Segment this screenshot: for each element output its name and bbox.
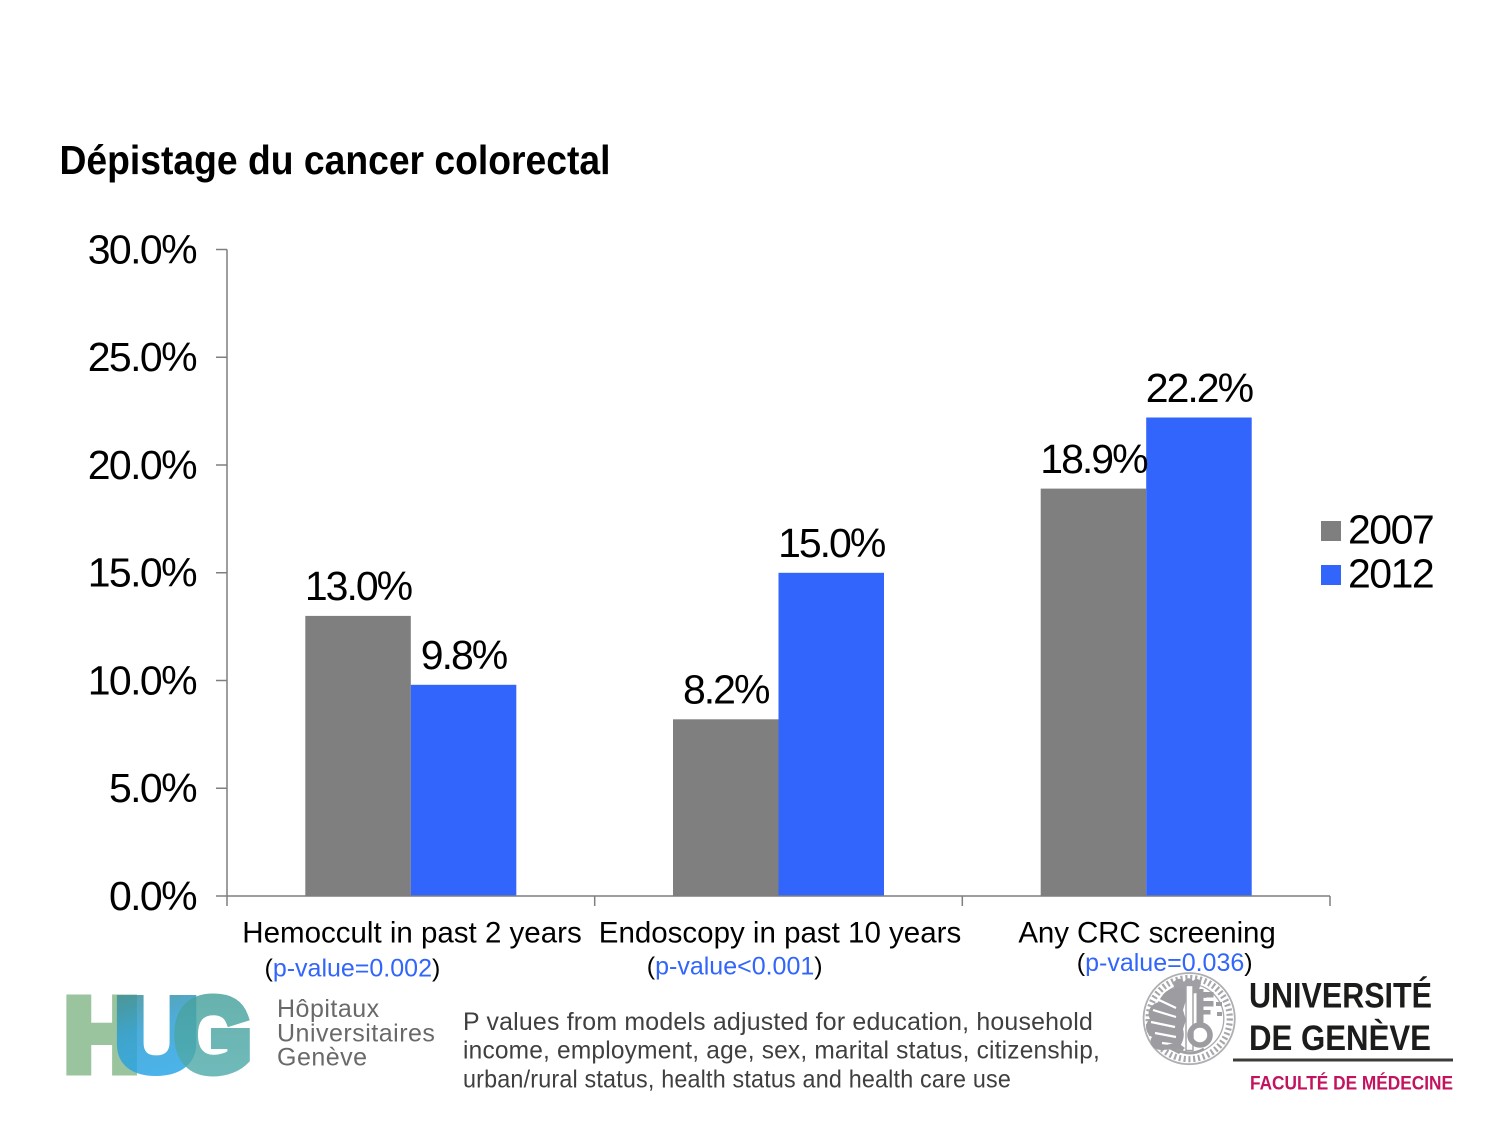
svg-text:15.0%: 15.0% bbox=[778, 520, 885, 566]
svg-text:P values from models adjusted: P values from models adjusted for educat… bbox=[463, 1008, 1093, 1036]
svg-text:2007: 2007 bbox=[1348, 507, 1433, 553]
svg-text:U: U bbox=[115, 978, 198, 1093]
svg-text:20.0%: 20.0% bbox=[88, 442, 196, 488]
svg-text:Genève: Genève bbox=[277, 1044, 368, 1072]
svg-text:FACULTÉ DE MÉDECINE: FACULTÉ DE MÉDECINE bbox=[1250, 1072, 1453, 1095]
svg-text:income, employment, age, sex,: income, employment, age, sex, marital st… bbox=[463, 1037, 1100, 1065]
svg-text:5.0%: 5.0% bbox=[109, 765, 196, 811]
svg-text:9.8%: 9.8% bbox=[421, 632, 507, 678]
svg-text:Any CRC screening: Any CRC screening bbox=[1018, 917, 1275, 950]
svg-text:10.0%: 10.0% bbox=[88, 657, 196, 703]
svg-text:Endoscopy in past 10 years: Endoscopy in past 10 years bbox=[599, 917, 961, 950]
svg-text:DE GENÈVE: DE GENÈVE bbox=[1249, 1018, 1431, 1058]
svg-text:0.0%: 0.0% bbox=[109, 873, 196, 919]
svg-text:Hôpitaux: Hôpitaux bbox=[277, 995, 380, 1023]
svg-text:Universitaires: Universitaires bbox=[277, 1019, 435, 1047]
svg-text:(p-value<0.001): (p-value<0.001) bbox=[647, 953, 823, 981]
svg-text:30.0%: 30.0% bbox=[88, 226, 196, 272]
svg-text:UNIVERSITÉ: UNIVERSITÉ bbox=[1249, 975, 1432, 1015]
svg-text:urban/rural status, health sta: urban/rural status, health status and he… bbox=[463, 1065, 1011, 1093]
svg-text:H: H bbox=[65, 978, 139, 1093]
svg-text:8.2%: 8.2% bbox=[683, 667, 769, 713]
svg-text:(p-value=0.036): (p-value=0.036) bbox=[1077, 949, 1253, 977]
svg-text:25.0%: 25.0% bbox=[88, 334, 196, 380]
svg-text:22.2%: 22.2% bbox=[1146, 365, 1253, 411]
svg-text:13.0%: 13.0% bbox=[305, 563, 412, 609]
svg-text:G: G bbox=[175, 978, 251, 1093]
svg-text:Dépistage du cancer colorectal: Dépistage du cancer colorectal bbox=[60, 137, 611, 183]
svg-text:18.9%: 18.9% bbox=[1040, 436, 1147, 482]
svg-text:2012: 2012 bbox=[1348, 551, 1433, 597]
svg-text:15.0%: 15.0% bbox=[88, 550, 196, 596]
svg-text:(p-value=0.002): (p-value=0.002) bbox=[264, 954, 440, 982]
svg-text:Hemoccult in past 2 years: Hemoccult in past 2 years bbox=[242, 917, 581, 950]
